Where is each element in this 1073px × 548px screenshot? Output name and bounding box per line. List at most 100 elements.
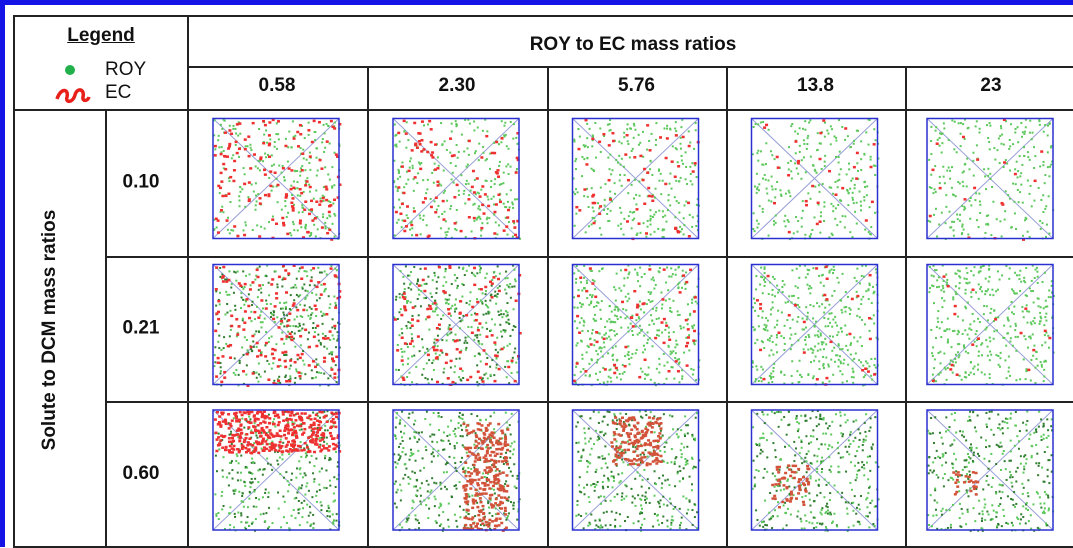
roy-dot [795, 152, 797, 154]
ec-dot [459, 367, 462, 370]
ec-dot [453, 196, 456, 199]
ec-dot [238, 440, 241, 443]
roy-dot [584, 287, 586, 289]
ec-dot [287, 319, 290, 322]
roy-dot [490, 180, 492, 182]
ec-dot [325, 188, 328, 191]
roy-dot [593, 344, 595, 346]
roy-dot [446, 200, 448, 202]
roy-dot [949, 170, 951, 172]
roy-dot [828, 313, 830, 315]
ec-dot [297, 449, 300, 452]
roy-dot [772, 307, 774, 309]
ec-dot [283, 429, 286, 432]
roy-dot [961, 233, 963, 235]
roy-dot [696, 204, 698, 206]
roy-dot [839, 221, 841, 223]
simulation-box [213, 119, 341, 241]
roy-dot [276, 178, 278, 180]
roy-dot [852, 197, 854, 199]
roy-dot [493, 196, 495, 198]
roy-dot [301, 516, 303, 518]
roy-dot [468, 194, 470, 196]
ec-dot [515, 299, 518, 302]
ec-dot [467, 198, 470, 201]
roy-dot [315, 157, 317, 159]
roy-dot [218, 335, 220, 337]
roy-dot [412, 453, 414, 455]
roy-dot [649, 220, 651, 222]
roy-dot [680, 327, 682, 329]
roy-dot [284, 200, 286, 202]
ec-dot [263, 415, 266, 418]
roy-dot [432, 359, 434, 361]
roy-dot [248, 273, 250, 275]
ec-dot [289, 448, 292, 451]
ec-dot [477, 370, 480, 373]
roy-dot [594, 122, 596, 124]
roy-dot [989, 337, 991, 339]
roy-dot [244, 221, 246, 223]
roy-dot [1022, 202, 1024, 204]
roy-dot [434, 496, 436, 498]
ec-dot [1032, 349, 1035, 352]
roy-dot [516, 168, 518, 170]
roy-dot [935, 269, 937, 271]
roy-dot [810, 233, 812, 235]
roy-dot [856, 280, 858, 282]
roy-dot [860, 201, 862, 203]
roy-dot [324, 429, 326, 431]
roy-dot [964, 138, 966, 140]
ec-dot [665, 324, 668, 327]
roy-dot [221, 491, 223, 493]
roy-dot [224, 120, 226, 122]
roy-dot [266, 458, 268, 460]
ec-dot [321, 226, 324, 229]
ec-dot [218, 415, 221, 418]
roy-dot [978, 355, 980, 357]
roy-dot [794, 162, 796, 164]
roy-dot [813, 165, 815, 167]
roy-dot [466, 342, 468, 344]
roy-dot [756, 192, 758, 194]
roy-dot [964, 292, 966, 294]
roy-dot [315, 147, 317, 149]
roy-dot [844, 215, 846, 217]
ec-dot [215, 312, 218, 315]
roy-dot [448, 228, 450, 230]
roy-dot [968, 338, 970, 340]
roy-dot [461, 134, 463, 136]
roy-dot [943, 300, 945, 302]
roy-dot [675, 121, 677, 123]
roy-dot [597, 202, 599, 204]
roy-dot [265, 331, 267, 333]
roy-dot [448, 298, 450, 300]
roy-dot [949, 227, 951, 229]
roy-dot [513, 325, 515, 327]
ec-dot [268, 156, 271, 159]
roy-dot [651, 278, 653, 280]
ec-dot [976, 158, 979, 161]
roy-dot [992, 294, 994, 296]
roy-dot [265, 488, 267, 490]
roy-dot [987, 223, 989, 225]
roy-dot [873, 323, 875, 325]
ec-dot [865, 219, 868, 222]
ec-dot [268, 134, 271, 137]
ec-dot [505, 225, 508, 228]
ec-dot [315, 414, 318, 417]
roy-dot [975, 291, 977, 293]
roy-dot [960, 145, 962, 147]
roy-dot [407, 179, 409, 181]
roy-dot [442, 285, 444, 287]
roy-dot [333, 476, 335, 478]
ec-dot [861, 369, 864, 372]
roy-dot [512, 475, 514, 477]
roy-dot [658, 210, 660, 212]
ec-dot [516, 157, 519, 160]
ec-dot [466, 379, 469, 382]
roy-dot [761, 340, 763, 342]
ec-dot [823, 294, 826, 297]
roy-dot [631, 150, 633, 152]
ec-dot [651, 195, 654, 198]
